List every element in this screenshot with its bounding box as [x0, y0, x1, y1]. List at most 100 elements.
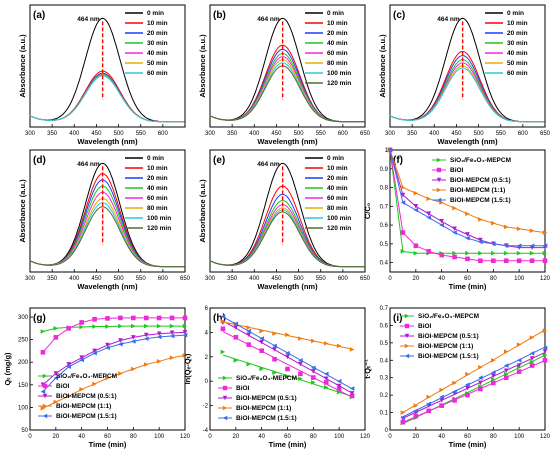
y-axis-label: Absorbance (a.u.) — [18, 34, 27, 98]
x-tick-label: 450 — [271, 131, 282, 137]
x-tick-label: 300 — [385, 131, 396, 137]
data-point — [92, 348, 97, 354]
fit-curve — [42, 354, 186, 409]
y-tick-label: 0.5 — [380, 242, 389, 248]
panel-g: 0 20 40 60 80 100 120 50 100 150 200 250 300 Time (mi… — [3, 307, 191, 449]
data-point — [143, 315, 149, 321]
data-point — [259, 339, 264, 345]
legend-label: BiOI-MEPCM (1:1) — [236, 405, 291, 412]
x-tick-label: 600 — [338, 276, 349, 282]
data-point — [105, 316, 110, 321]
y-tick-label: 0.3 — [380, 376, 389, 382]
data-point — [233, 334, 239, 340]
y-tick-label: 0.9 — [380, 167, 389, 173]
x-axis-label: Time (min) — [89, 440, 127, 449]
data-point — [400, 419, 406, 425]
x-tick-label: 100 — [154, 434, 165, 440]
x-tick-label: 120 — [540, 276, 550, 282]
y-tick-label: 300 — [18, 315, 29, 321]
data-point — [503, 349, 509, 354]
x-tick-label: 100 — [334, 434, 345, 440]
data-point — [246, 328, 252, 334]
data-point — [491, 373, 496, 379]
spectrum-line-7 — [209, 65, 365, 123]
spectrum-line-6 — [29, 202, 185, 268]
data-point — [516, 250, 522, 256]
data-point — [272, 356, 277, 362]
data-point — [542, 349, 548, 354]
data-point — [452, 398, 457, 403]
data-point — [516, 369, 522, 374]
y-tick-label: 0.4 — [380, 358, 389, 364]
y-tick-label: 50 — [21, 428, 28, 434]
data-point — [516, 363, 522, 368]
x-tick-label: 300 — [205, 131, 216, 137]
data-point — [246, 325, 252, 330]
data-point — [336, 386, 342, 391]
legend-label: 30 min — [507, 40, 528, 47]
legend-label: 100 min — [327, 70, 351, 77]
x-tick-label: 60 — [284, 434, 291, 440]
x-tick-label: 550 — [316, 131, 327, 137]
data-point — [336, 378, 342, 384]
x-axis-label: Time (min) — [449, 440, 487, 449]
y-tick-label: 0.1 — [380, 411, 389, 417]
data-point — [452, 226, 457, 232]
legend-label: 120 min — [327, 80, 351, 87]
data-point — [336, 383, 342, 389]
legend-label: 80 min — [147, 205, 168, 212]
data-point — [131, 339, 136, 344]
legend-label: 40 min — [147, 50, 168, 57]
legend-label: 20 min — [147, 30, 168, 37]
spectrum-line-2 — [29, 179, 185, 268]
legend-label: BiOI-MEPCM (0.5:1) — [236, 395, 297, 402]
spectrum-line-3 — [29, 73, 185, 123]
panel-label: (c) — [393, 10, 405, 21]
y-tick-label: 4 — [205, 330, 209, 336]
data-point — [246, 342, 252, 347]
data-point — [220, 319, 226, 324]
y-tick-label: -4 — [203, 428, 209, 434]
data-point — [529, 250, 535, 256]
x-tick-label: 80 — [490, 434, 497, 440]
data-point — [156, 331, 162, 337]
data-point — [478, 250, 483, 256]
y-axis-label: Absorbance (a.u.) — [198, 34, 207, 98]
legend-label: BiOI-MEPCM (1.5:1) — [450, 197, 511, 204]
data-point — [478, 239, 483, 245]
x-tick-label: 650 — [540, 131, 550, 137]
data-point — [92, 381, 97, 387]
x-tick-label: 350 — [227, 131, 238, 137]
x-tick-label: 500 — [474, 131, 485, 137]
data-point — [503, 243, 509, 249]
data-point — [156, 323, 162, 329]
data-point — [400, 192, 406, 198]
y-tick-label: 0.7 — [380, 306, 389, 312]
data-point — [156, 334, 162, 340]
legend-marker — [436, 187, 442, 193]
data-point — [413, 413, 419, 419]
x-tick-label: 550 — [496, 131, 507, 137]
x-tick-label: 300 — [25, 131, 36, 137]
x-tick-label: 120 — [360, 434, 371, 440]
data-point — [40, 329, 46, 334]
legend-label: BiOI — [236, 385, 250, 392]
panel-b: 300 350 400 450 500 550 600 650 Wavelength (nm) A… — [198, 4, 371, 146]
data-point — [311, 365, 316, 371]
data-point — [542, 230, 548, 235]
x-tick-label: 500 — [294, 276, 305, 282]
panel-i: 0 20 40 60 80 100 120 0 0.1 0.2 0.3 0.4 0.5 0.6 0.7 Tim… — [363, 306, 550, 449]
x-tick-label: 650 — [360, 131, 371, 137]
data-point — [246, 361, 252, 367]
data-point — [465, 371, 470, 377]
data-point — [118, 323, 123, 329]
data-point — [53, 335, 59, 340]
data-point — [413, 403, 419, 408]
data-point — [285, 374, 290, 379]
series-3 — [400, 328, 548, 415]
y-tick-label: 150 — [18, 383, 29, 389]
data-point — [529, 228, 535, 234]
data-point — [285, 332, 290, 338]
data-point — [182, 323, 188, 329]
data-point — [323, 341, 329, 346]
